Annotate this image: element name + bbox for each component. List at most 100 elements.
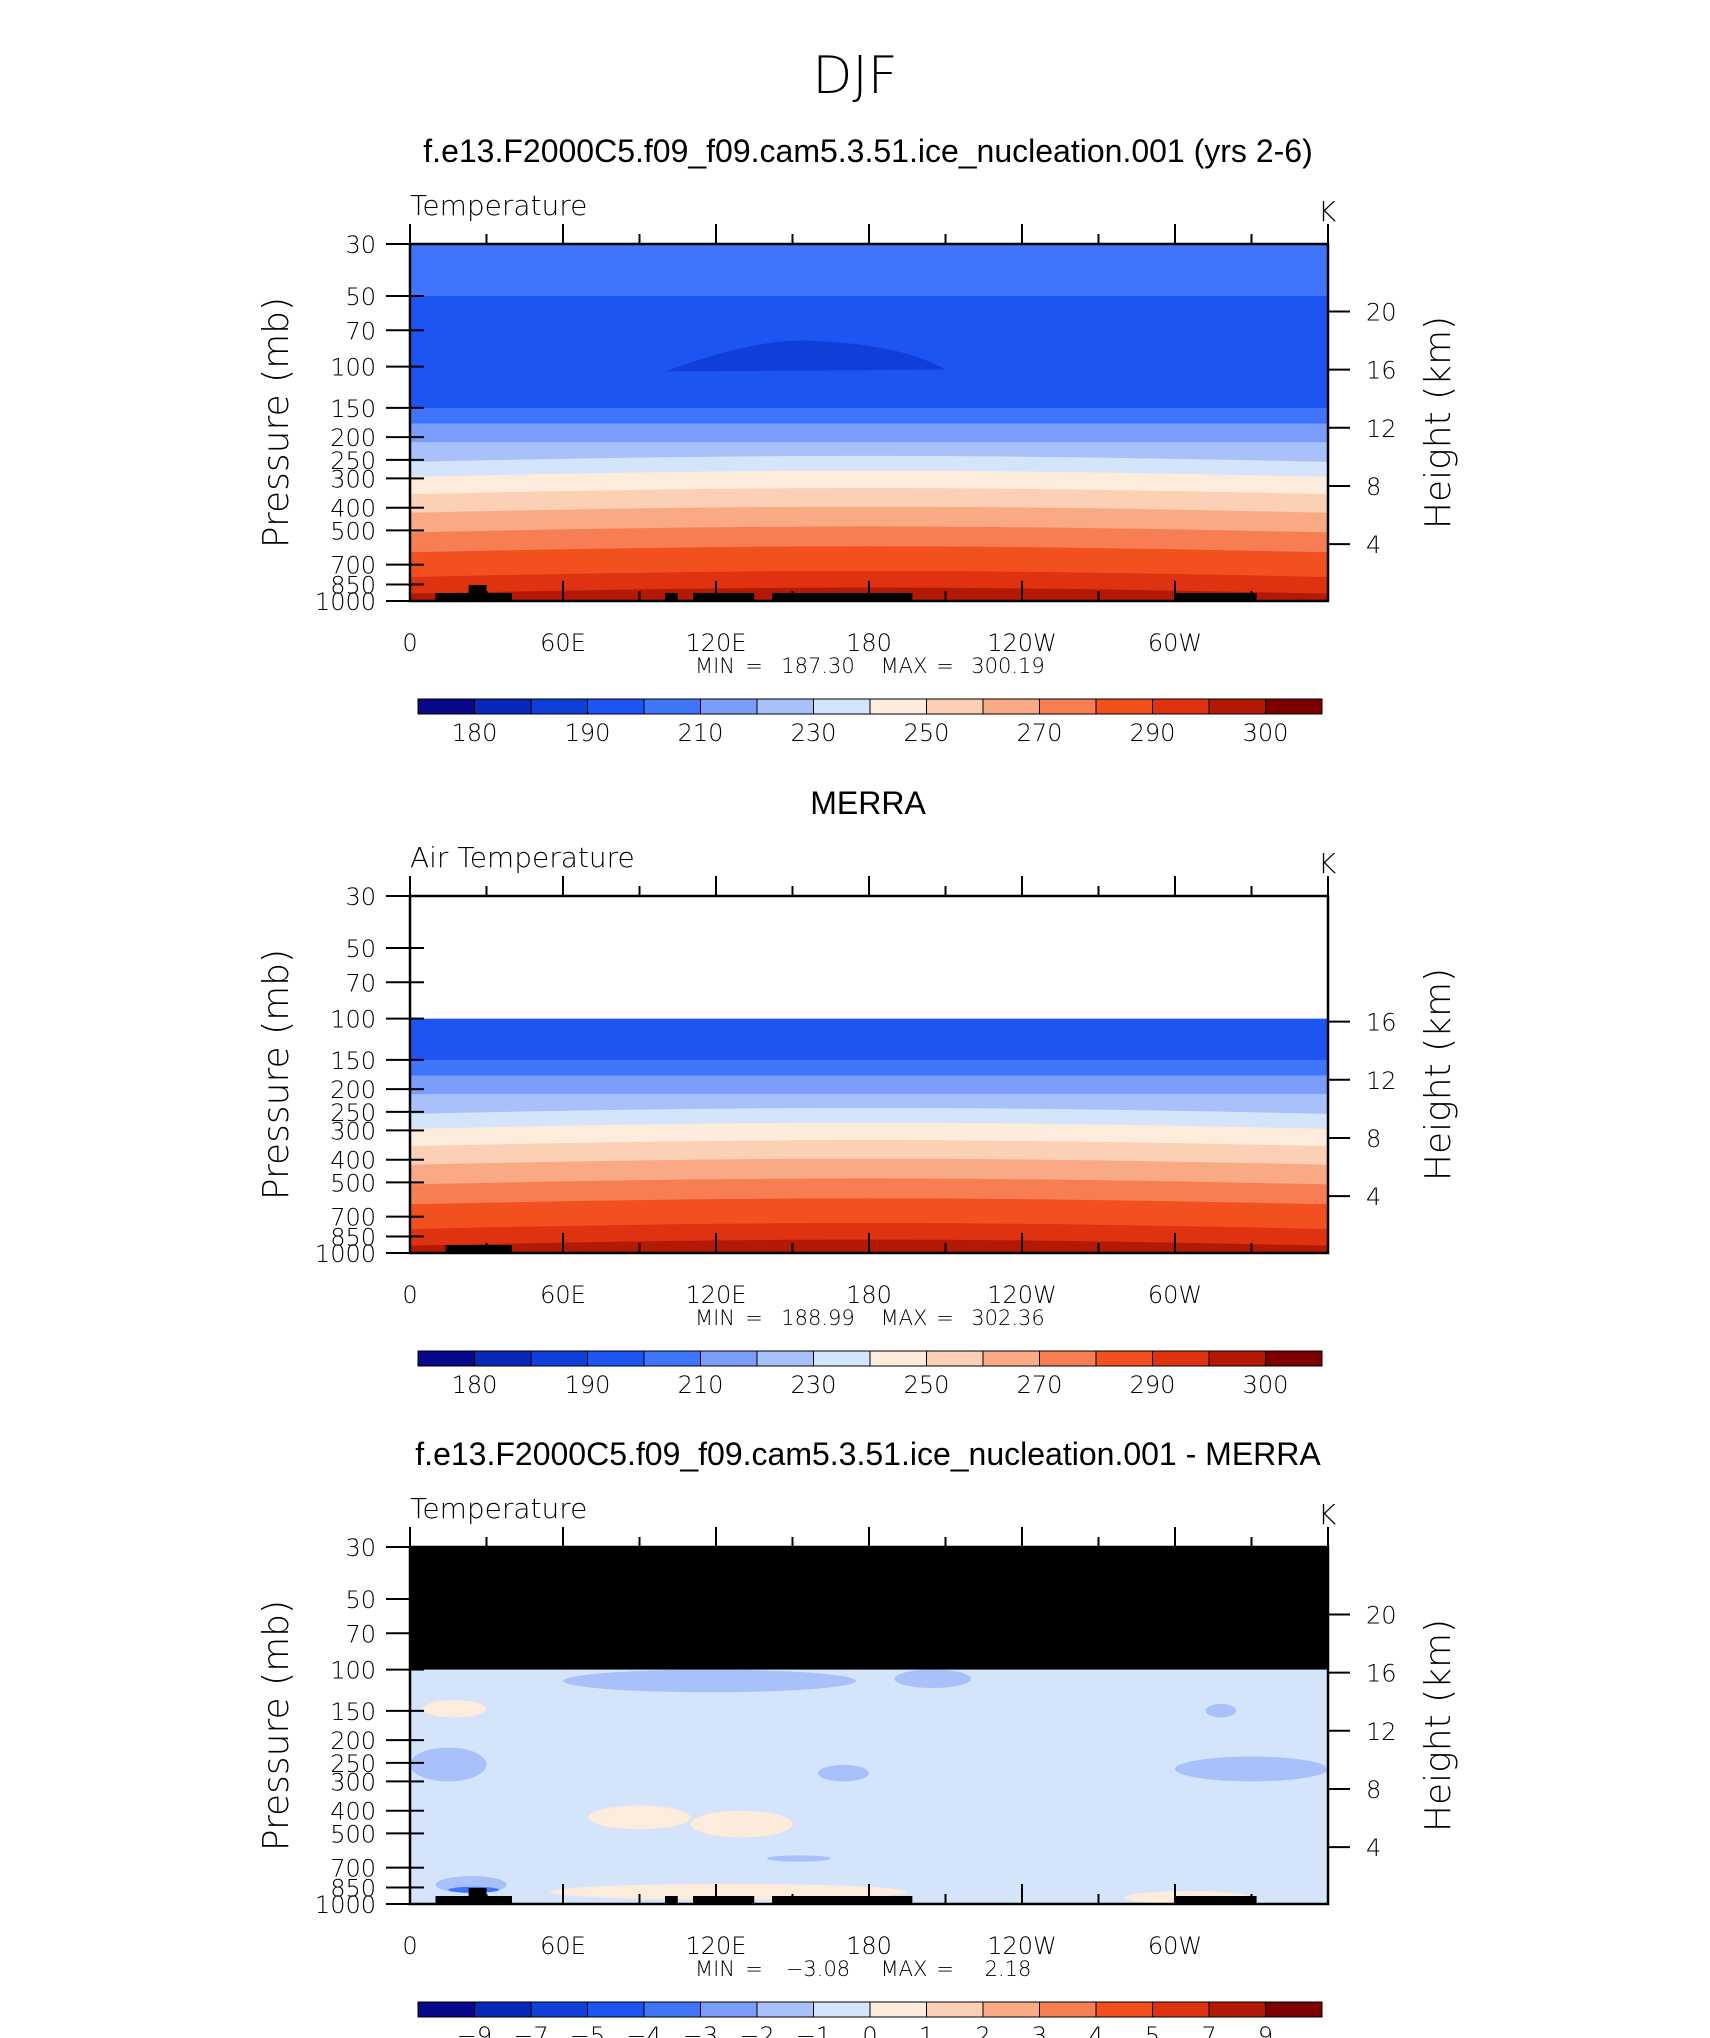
pressure-tick-label: 30 [345,1534,376,1562]
colorbar-label: −3 [683,2022,718,2038]
anomaly-contour [1205,1703,1237,1718]
colorbar-box [1039,1350,1097,1367]
contour-band [410,1158,1328,1186]
colorbar-box [587,2001,645,2018]
colorbar-box [1039,2001,1097,2018]
max-label: MAX [881,1306,928,1330]
lon-tick-label: 180 [846,1281,892,1309]
colorbar-box [700,1350,758,1367]
colorbar-box [1265,1350,1323,1367]
pressure-tick-label: 100 [330,354,376,382]
lon-tick-label: 0 [402,1281,417,1309]
colorbar-label: 2 [975,2022,990,2038]
colorbar-label: −4 [626,2022,661,2038]
height-tick-label: 4 [1366,1834,1381,1862]
height-tick-label: 16 [1366,1660,1397,1688]
contour-band [410,1122,1328,1148]
topography-block [693,593,755,601]
colorbar: 180 190 210 230 250 270 290 300 [417,1350,1323,1399]
colorbar-box [1265,2001,1323,2018]
right-axis-title: Height (km) [1418,968,1459,1181]
pressure-tick-label: 30 [345,231,376,259]
colorbar-box [643,1350,701,1367]
colorbar-label: 250 [904,719,950,747]
pressure-tick-label: 850 [330,1223,376,1251]
pressure-tick-label: 850 [330,1874,376,1902]
left-axis-title: Pressure (mb) [256,1600,297,1851]
topography-block [435,593,487,601]
colorbar-box [474,698,532,715]
contour-band [410,455,1328,478]
pressure-tick-label: 50 [345,1586,376,1614]
colorbar-label: 270 [1017,1371,1063,1399]
colorbar-label: 0 [862,2022,877,2038]
topography-block [1175,593,1257,601]
topography-block [772,593,913,601]
colorbar-label: 5 [1145,2022,1160,2038]
pressure-tick-label: 100 [330,1657,376,1685]
pressure-tick-label: 250 [330,1750,376,1778]
lon-tick-label: 120E [686,1281,747,1309]
colorbar-label: 180 [452,1371,498,1399]
pressure-tick-label: 500 [330,1820,376,1848]
colorbar-label: 4 [1088,2022,1103,2038]
lon-tick-label: 180 [846,1932,892,1960]
colorbar-box [587,1350,645,1367]
colorbar: −9 −7 −5 −4 −3 −2 −1 0 1 2 3 4 5 7 9 [417,2001,1323,2038]
pressure-tick-label: 500 [330,1169,376,1197]
colorbar-box [643,698,701,715]
pressure-tick-label: 200 [330,1727,376,1755]
colorbar-box [1039,698,1097,715]
pressure-tick-label: 400 [330,1147,376,1175]
contour-band [410,1107,1328,1130]
right-axis-title: Height (km) [1418,316,1459,529]
lon-tick-label: 120E [686,1932,747,1960]
variable-label: Temperature [410,1492,587,1525]
pressure-tick-label: 300 [330,465,376,493]
colorbar-label: 300 [1243,1371,1289,1399]
units-label: K [1318,195,1337,228]
pressure-tick-label: 1000 [315,1240,376,1268]
pressure-tick-label: 400 [330,1798,376,1826]
panel-difference-temperature: f.e13.F2000C5.f09_f09.cam5.3.51.ice_nucl… [256,1436,1459,2038]
contour-band [410,1018,1328,1061]
anomaly-contour [563,1669,857,1693]
min-label: MIN [695,654,735,678]
contour-band [410,1198,1328,1231]
lon-tick-label: 60E [540,629,586,657]
min-value: 188.99 [781,1306,854,1330]
pressure-tick-label: 250 [330,1099,376,1127]
units-label: K [1318,1498,1337,1531]
max-equals: = [936,1306,954,1330]
contour-band [410,1178,1328,1206]
pressure-tick-label: 50 [345,283,376,311]
colorbar-box [1208,698,1266,715]
pressure-tick-label: 200 [330,1076,376,1104]
missing-data-region [410,1547,1328,1670]
pressure-tick-label: 500 [330,517,376,545]
colorbar-label: 7 [1201,2022,1216,2038]
lon-tick-label: 60W [1148,629,1202,657]
topography-block [665,1896,678,1904]
height-tick-label: 20 [1366,1601,1397,1629]
max-label: MAX [881,654,928,678]
pressure-tick-label: 700 [330,1204,376,1232]
colorbar-box [417,698,475,715]
variable-label: Air Temperature [410,841,635,874]
pressure-tick-label: 150 [330,1698,376,1726]
colorbar-box [530,2001,588,2018]
contour-band [410,526,1328,554]
topography-block [468,593,512,601]
pressure-tick-label: 1000 [315,1891,376,1919]
colorbar-box [587,698,645,715]
pressure-tick-label: 70 [345,317,376,345]
lon-tick-label: 60E [540,1932,586,1960]
panel-title: MERRA [810,785,926,821]
colorbar-box [530,698,588,715]
pressure-tick-label: 300 [330,1768,376,1796]
lon-tick-label: 60W [1148,1932,1202,1960]
pressure-tick-label: 300 [330,1117,376,1145]
colorbar-box [643,2001,701,2018]
anomaly-contour [690,1810,793,1838]
